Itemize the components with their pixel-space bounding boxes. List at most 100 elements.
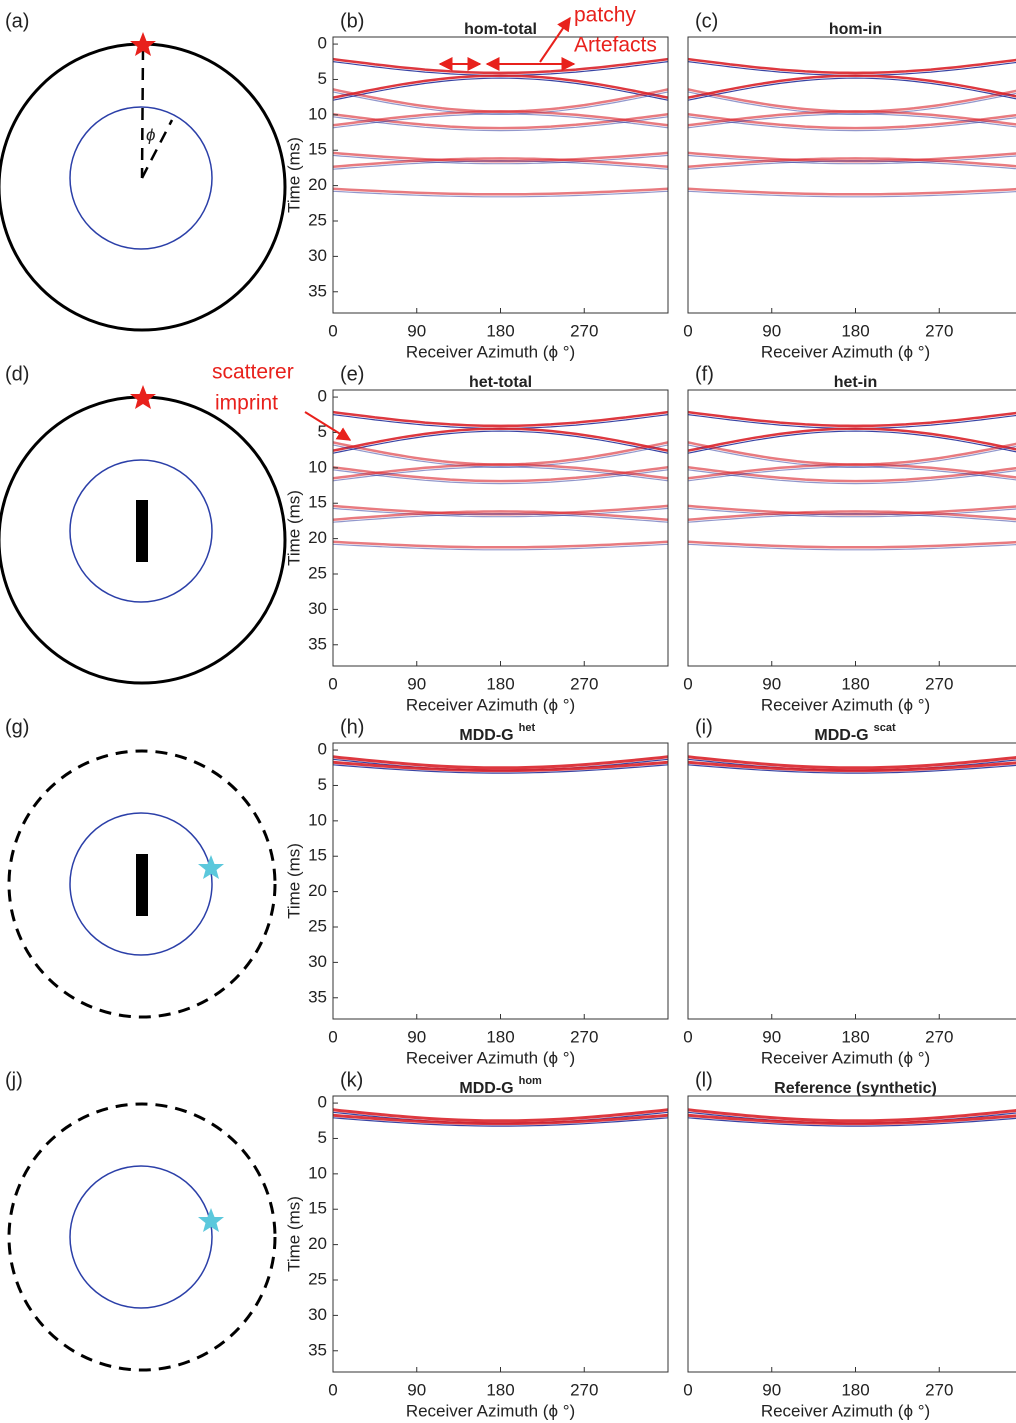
source-star xyxy=(130,385,156,409)
event-blue xyxy=(333,764,668,774)
event-red xyxy=(688,88,1016,113)
event-red xyxy=(333,427,668,452)
panel-label: (f) xyxy=(695,363,714,385)
event-red xyxy=(688,57,1016,75)
event-blue xyxy=(333,190,668,198)
arrow xyxy=(539,16,571,63)
panel-title: MDD-G xyxy=(814,727,868,744)
panel-label: (e) xyxy=(340,363,364,385)
event-red xyxy=(688,157,1016,168)
panel-title: het-in xyxy=(834,374,878,391)
x-tick-label: 0 xyxy=(683,321,692,340)
seismic-image xyxy=(688,57,1016,198)
title-superscript: scat xyxy=(874,722,896,734)
event-blue xyxy=(688,430,1016,454)
y-axis-label: Time (ms) xyxy=(284,1196,303,1272)
x-tick-label: 180 xyxy=(486,1027,514,1046)
seismic-image xyxy=(333,410,668,551)
x-tick-label: 90 xyxy=(762,321,781,340)
event-blue xyxy=(333,116,668,132)
y-tick-label: 30 xyxy=(308,599,327,618)
y-tick-label: 20 xyxy=(308,528,327,547)
event-red xyxy=(688,540,1016,549)
event-blue xyxy=(688,113,1016,129)
event-red xyxy=(333,441,668,466)
annotation: Artefacts xyxy=(574,34,657,57)
x-tick-label: 90 xyxy=(762,1027,781,1046)
y-tick-label: 35 xyxy=(308,281,327,300)
y-tick-label: 5 xyxy=(318,422,327,441)
event-blue xyxy=(688,513,1016,523)
event-blue xyxy=(333,466,668,482)
event-red xyxy=(688,463,1016,480)
x-tick-label: 270 xyxy=(570,1027,598,1046)
x-tick-label: 0 xyxy=(328,1380,337,1399)
x-tick-label: 0 xyxy=(683,1380,692,1399)
x-axis-label: Receiver Azimuth (ϕ °) xyxy=(406,342,575,361)
panel-title: MDD-G xyxy=(459,727,513,744)
x-tick-label: 180 xyxy=(841,1380,869,1399)
event-red xyxy=(688,510,1016,521)
inner-circle xyxy=(69,812,213,956)
y-tick-label: 20 xyxy=(308,881,327,900)
event-red xyxy=(333,74,668,99)
event-red xyxy=(333,1108,668,1123)
x-axis-label: Receiver Azimuth (ϕ °) xyxy=(761,1048,930,1067)
panel-label: (i) xyxy=(695,716,713,738)
y-axis-label: Time (ms) xyxy=(284,490,303,566)
x-tick-label: 90 xyxy=(407,1027,426,1046)
panel-label: (a) xyxy=(5,10,29,32)
scatterer xyxy=(136,854,148,916)
x-tick-label: 0 xyxy=(328,321,337,340)
x-axis-label: Receiver Azimuth (ϕ °) xyxy=(761,1401,930,1420)
y-tick-label: 25 xyxy=(308,210,327,229)
panel: 0 90 180 270 0 5 10 15 20 25 30 35 Receiver Azimuth … xyxy=(284,716,669,1067)
panels: 0 90 180 270 0 5 10 15 20 25 30 35 Receiver Azimuth … xyxy=(284,10,1016,1420)
panel-label: (d) xyxy=(5,363,29,385)
event-blue xyxy=(688,466,1016,482)
event-red xyxy=(688,1113,1016,1126)
y-tick-label: 30 xyxy=(308,952,327,971)
y-tick-label: 15 xyxy=(308,1199,327,1218)
event-blue xyxy=(688,116,1016,132)
event-blue xyxy=(333,113,668,129)
axes-frame xyxy=(332,742,669,1020)
event-red xyxy=(333,151,668,163)
event-red xyxy=(688,755,1016,770)
event-blue xyxy=(688,77,1016,101)
y-tick-label: 0 xyxy=(318,740,327,759)
x-tick-label: 0 xyxy=(328,1027,337,1046)
x-tick-label: 270 xyxy=(925,1027,953,1046)
event-red xyxy=(333,1113,668,1126)
seismic-image xyxy=(688,755,1016,774)
seismic-image xyxy=(333,755,668,774)
axes-frame xyxy=(687,1095,1016,1373)
event-red xyxy=(333,760,668,773)
radius xyxy=(140,119,174,179)
panel-label: (l) xyxy=(695,1069,713,1091)
panel-label: (k) xyxy=(340,1069,363,1091)
axes-frame xyxy=(332,1095,669,1373)
y-tick-label: 15 xyxy=(308,493,327,512)
arrow xyxy=(304,411,352,441)
event-blue xyxy=(688,190,1016,198)
x-tick-label: 270 xyxy=(925,1380,953,1399)
y-tick-label: 15 xyxy=(308,846,327,865)
outer-circle xyxy=(0,42,287,332)
x-tick-label: 180 xyxy=(841,321,869,340)
y-tick-label: 25 xyxy=(308,563,327,582)
panel-label: (c) xyxy=(695,10,718,32)
y-tick-label: 5 xyxy=(318,775,327,794)
x-tick-label: 0 xyxy=(683,1027,692,1046)
event-blue xyxy=(333,507,668,518)
event-red xyxy=(333,410,668,428)
panel-label: (b) xyxy=(340,10,364,32)
event-blue xyxy=(688,469,1016,485)
event-blue xyxy=(333,513,668,523)
seismic-image xyxy=(333,1108,668,1127)
x-axis-label: Receiver Azimuth (ϕ °) xyxy=(761,695,930,714)
event-blue xyxy=(333,543,668,551)
y-tick-label: 25 xyxy=(308,916,327,935)
event-blue xyxy=(688,543,1016,551)
x-tick-label: 270 xyxy=(925,674,953,693)
